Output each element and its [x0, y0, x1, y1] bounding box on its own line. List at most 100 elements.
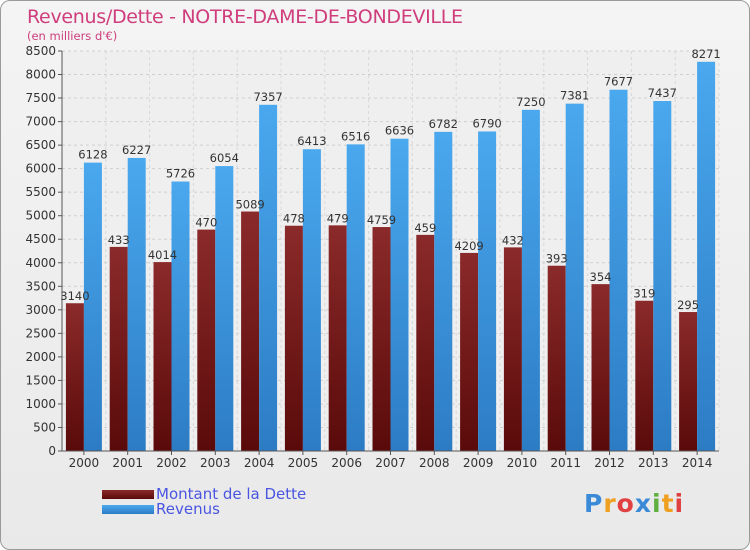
bar-revenus: [83, 162, 102, 451]
bar-revenus: [434, 131, 453, 452]
data-label-revenus: 7250: [516, 95, 545, 109]
y-tick-label: 1500: [25, 373, 56, 387]
y-tick-label: 8000: [25, 68, 56, 82]
x-tick-label: 2003: [200, 456, 231, 470]
y-tick-label: 8500: [25, 44, 56, 58]
data-label-dette: 5089: [235, 198, 264, 212]
x-tick-label: 2009: [463, 456, 494, 470]
bar-dette: [109, 246, 128, 451]
x-tick-label: 2008: [419, 456, 450, 470]
bar-dette: [328, 225, 347, 451]
bar-revenus: [653, 101, 672, 451]
y-tick-label: 6500: [25, 138, 56, 152]
bar-dette: [547, 265, 566, 451]
data-label-dette: 479: [327, 211, 349, 225]
data-label-revenus: 7437: [648, 86, 677, 100]
y-tick-label: 4500: [25, 232, 56, 246]
bar-dette: [635, 300, 654, 451]
data-label-revenus: 8271: [691, 47, 720, 61]
data-label-dette: 4209: [454, 239, 483, 253]
y-tick-label: 2000: [25, 350, 56, 364]
data-label-dette: 432: [502, 233, 524, 247]
x-tick-label: 2004: [244, 456, 275, 470]
bar-revenus: [215, 166, 234, 451]
bar-dette: [416, 234, 435, 451]
bar-dette: [197, 229, 216, 451]
bar-revenus: [521, 109, 540, 451]
logo-letter: o: [616, 489, 635, 518]
data-label-revenus: 7677: [604, 75, 633, 89]
y-tick-label: 5000: [25, 209, 56, 223]
bar-dette: [153, 262, 172, 451]
data-label-dette: 4759: [367, 213, 396, 227]
y-tick-label: 1000: [25, 397, 56, 411]
data-label-revenus: 7381: [560, 89, 589, 103]
y-tick-label: 6000: [25, 162, 56, 176]
data-label-revenus: 6413: [297, 134, 326, 148]
bar-revenus: [565, 103, 584, 452]
data-label-dette: 3140: [60, 289, 89, 303]
bar-revenus: [478, 131, 497, 451]
logo-letter: i: [652, 489, 662, 518]
chart-subtitle: (en milliers d'€): [27, 29, 118, 43]
data-label-revenus: 6782: [429, 117, 458, 131]
y-tick-label: 0: [48, 444, 56, 458]
bar-dette: [372, 227, 391, 451]
data-label-dette: 478: [283, 212, 305, 226]
data-label-revenus: 6790: [472, 116, 501, 130]
x-tick-label: 2007: [375, 456, 406, 470]
x-tick-label: 2013: [638, 456, 669, 470]
y-tick-label: 7500: [25, 91, 56, 105]
y-tick-label: 500: [33, 420, 56, 434]
x-tick-label: 2006: [331, 456, 362, 470]
x-tick-label: 2011: [550, 456, 581, 470]
bar-dette: [284, 225, 303, 451]
bar-revenus: [609, 89, 628, 452]
legend-label-revenus: Revenus: [156, 500, 220, 518]
data-label-dette: 4014: [148, 248, 177, 262]
bar-dette: [65, 303, 84, 451]
bar-revenus: [697, 61, 716, 452]
data-label-revenus: 5726: [166, 167, 195, 181]
x-tick-label: 2002: [156, 456, 187, 470]
logo-letter: x: [634, 489, 652, 518]
y-tick-label: 4000: [25, 256, 56, 270]
bar-revenus: [171, 181, 190, 451]
proxiti-logo: Proxiti: [584, 489, 684, 518]
legend-swatch-revenus: [102, 505, 154, 514]
bar-revenus: [390, 138, 409, 451]
x-tick-label: 2001: [112, 456, 143, 470]
data-label-dette: 319: [633, 287, 655, 301]
data-label-dette: 393: [546, 252, 568, 266]
logo-letter: i: [674, 489, 685, 518]
y-tick-label: 5500: [25, 185, 56, 199]
logo-letter: t: [661, 489, 675, 518]
data-label-revenus: 6128: [78, 148, 107, 162]
data-label-dette: 433: [108, 233, 130, 247]
data-label-dette: 354: [590, 270, 612, 284]
data-label-revenus: 6636: [385, 124, 414, 138]
y-tick-label: 3500: [25, 279, 56, 293]
logo-letter: r: [603, 489, 617, 518]
x-tick-label: 2012: [594, 456, 625, 470]
data-label-dette: 295: [677, 298, 699, 312]
bar-dette: [679, 312, 698, 451]
chart-title: Revenus/Dette - NOTRE-DAME-DE-BONDEVILLE: [27, 6, 463, 28]
bar-revenus: [302, 149, 321, 451]
y-tick-label: 7000: [25, 115, 56, 129]
x-tick-label: 2005: [288, 456, 319, 470]
bar-revenus: [346, 144, 365, 452]
bar-revenus: [259, 104, 278, 451]
y-tick-label: 2500: [25, 326, 56, 340]
legend-swatch-dette: [102, 490, 154, 499]
data-label-revenus: 6054: [210, 151, 239, 165]
bar-dette: [503, 247, 522, 451]
x-tick-label: 2010: [507, 456, 538, 470]
y-tick-label: 3000: [25, 303, 56, 317]
logo-letter: P: [584, 489, 604, 518]
data-label-revenus: 7357: [253, 90, 282, 104]
legend-label-dette: Montant de la Dette: [156, 485, 307, 503]
x-tick-label: 2000: [69, 456, 100, 470]
